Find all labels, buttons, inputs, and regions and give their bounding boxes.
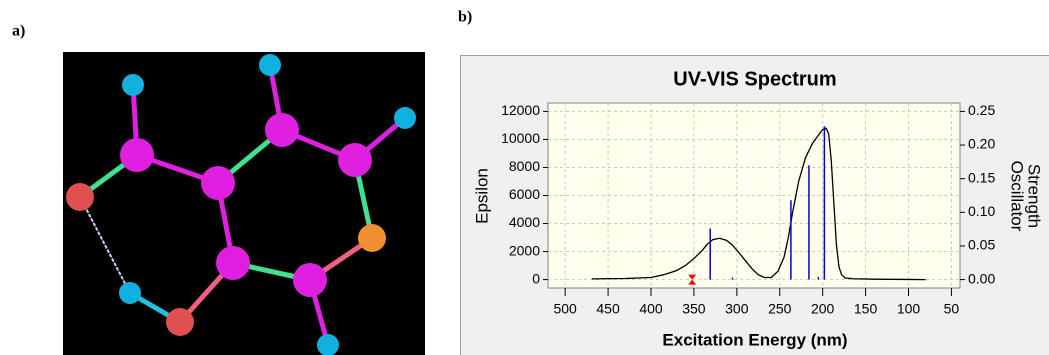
- x-tick-label: 400: [639, 301, 663, 317]
- figure: a) b): [0, 0, 1049, 355]
- x-tick-label: 350: [682, 301, 706, 317]
- chart-title: UV-VIS Spectrum: [673, 68, 836, 90]
- y-tick-label: 0: [532, 270, 540, 286]
- molecule: [63, 52, 425, 355]
- y2-tick-label: 0.25: [968, 102, 995, 118]
- y2-tick-label: 0.20: [968, 136, 995, 152]
- x-axis-title: Excitation Energy (nm): [662, 330, 847, 349]
- y2-tick-label: 0.10: [968, 203, 995, 219]
- y2-tick-label: 0.05: [968, 237, 995, 253]
- x-tick-label: 100: [897, 301, 921, 317]
- y-tick-label: 8000: [509, 158, 540, 174]
- x-tick-label: 250: [768, 301, 792, 317]
- x-tick-label: 150: [854, 301, 878, 317]
- y-tick-label: 2000: [509, 242, 540, 258]
- y2-axis-title: Strength: [1025, 164, 1044, 228]
- y-axis-title: Epsilon: [472, 168, 491, 224]
- y2-tick-label: 0.00: [968, 270, 995, 286]
- x-tick-label: 50: [944, 301, 960, 317]
- chart-window: [461, 56, 1049, 355]
- y-tick-label: 10000: [501, 130, 540, 146]
- x-tick-label: 200: [811, 301, 835, 317]
- panel-label: a): [12, 23, 25, 40]
- y2-axis-title: Oscillator: [1008, 161, 1027, 232]
- y2-tick-label: 0.15: [968, 169, 995, 185]
- x-tick-label: 450: [596, 301, 620, 317]
- y-tick-label: 6000: [509, 186, 540, 202]
- y-tick-label: 12000: [501, 102, 540, 118]
- x-tick-label: 300: [725, 301, 749, 317]
- y-tick-label: 4000: [509, 214, 540, 230]
- x-tick-label: 500: [553, 301, 577, 317]
- panel-label: b): [458, 9, 472, 26]
